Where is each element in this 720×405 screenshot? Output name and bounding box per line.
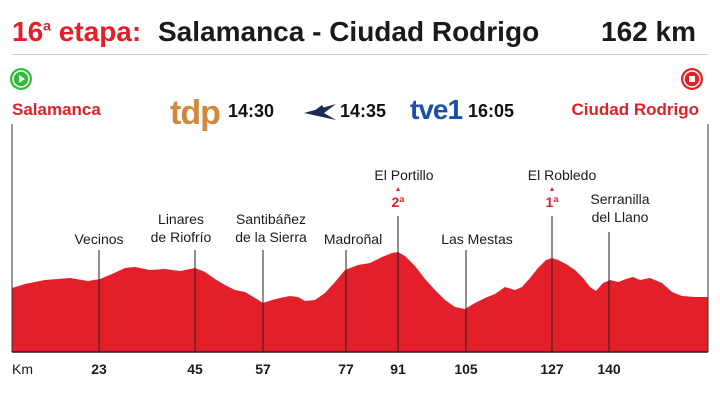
km-tick: 23 (91, 361, 107, 377)
eurosport-icon (302, 102, 338, 127)
km-tick: 91 (390, 361, 406, 377)
place-label-vecinos: Vecinos (74, 231, 124, 247)
stage-route: Salamanca - Ciudad Rodrigo (158, 16, 540, 47)
tdp-time: 14:30 (228, 101, 275, 121)
km-tick: 77 (338, 361, 354, 377)
header-divider (12, 54, 708, 55)
stage-header: 16a etapa: Salamanca - Ciudad Rodrigo 16… (12, 14, 708, 54)
climb-category: 2ª (391, 194, 405, 210)
place-label-madronal: Madroñal (323, 231, 383, 247)
km-tick: 105 (454, 361, 478, 377)
stop-icon (681, 68, 703, 90)
climb-marker-icon (396, 187, 400, 191)
place-label-serranilla: Serranilla del Llano (590, 191, 650, 225)
stage-distance: 162 km (601, 16, 696, 47)
climb-marker-icon (550, 187, 554, 191)
tve1-logo: tve1 (410, 94, 463, 125)
place-label-el-portillo: El Portillo (374, 167, 434, 183)
tve1-time: 16:05 (468, 101, 515, 121)
place-label-santibanez: Santibáñez de la Sierra (235, 211, 307, 245)
stage-number: 16a etapa: (12, 16, 142, 47)
km-tick: 45 (187, 361, 203, 377)
axis-title: Km (12, 361, 33, 377)
tdp-logo: tdp (170, 94, 221, 132)
place-label-linares: Linares de Riofrío (150, 211, 212, 245)
start-label: Salamanca (12, 100, 101, 119)
km-tick: 57 (255, 361, 271, 377)
place-label-las-mestas: Las Mestas (441, 231, 513, 247)
km-tick: 140 (597, 361, 621, 377)
play-icon (10, 68, 32, 90)
climb-category: 1ª (545, 194, 559, 210)
place-label-el-robledo: El Robledo (527, 167, 597, 183)
km-tick: 127 (540, 361, 564, 377)
profile-area (12, 252, 708, 352)
eurosport-time: 14:35 (340, 101, 387, 121)
finish-label: Ciudad Rodrigo (571, 100, 699, 119)
